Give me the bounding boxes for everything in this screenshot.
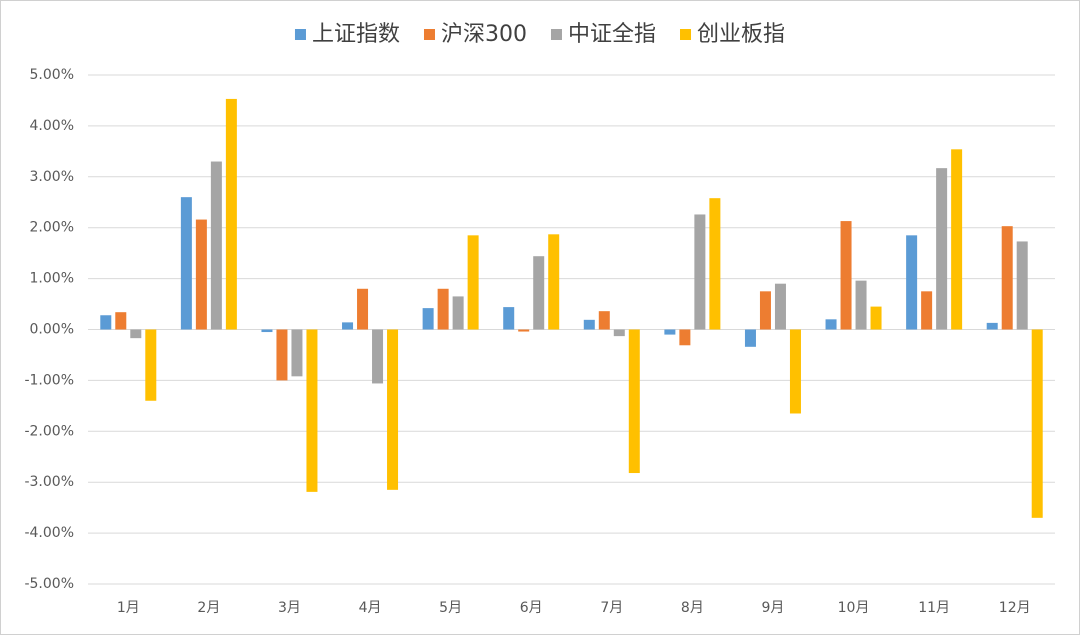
y-tick-label: 5.00% bbox=[30, 67, 74, 83]
x-tick-label: 12月 bbox=[999, 600, 1031, 616]
bar bbox=[100, 315, 112, 330]
legend-label: 创业板指 bbox=[697, 22, 785, 47]
x-tick-label: 1月 bbox=[117, 600, 140, 616]
bar bbox=[855, 280, 867, 330]
bar bbox=[115, 312, 127, 330]
bar bbox=[583, 319, 595, 330]
bar bbox=[210, 161, 222, 330]
y-tick-label: -1.00% bbox=[24, 372, 74, 388]
bar bbox=[694, 214, 706, 330]
bar bbox=[533, 256, 545, 330]
bar bbox=[921, 291, 933, 330]
x-tick-label: 5月 bbox=[439, 600, 462, 616]
bar bbox=[906, 235, 918, 330]
bar bbox=[709, 198, 721, 330]
y-tick-label: -2.00% bbox=[24, 423, 74, 439]
x-tick-label: 3月 bbox=[278, 600, 301, 616]
bar bbox=[195, 219, 207, 330]
bar bbox=[936, 168, 948, 330]
bar bbox=[951, 149, 963, 330]
legend-label: 沪深300 bbox=[441, 22, 527, 47]
bar bbox=[422, 308, 434, 330]
bar bbox=[437, 288, 449, 330]
legend-swatch bbox=[550, 29, 562, 40]
bar bbox=[225, 98, 237, 330]
bar bbox=[613, 329, 625, 337]
bar bbox=[1016, 241, 1028, 330]
y-tick-label: -3.00% bbox=[24, 474, 74, 490]
bar bbox=[180, 197, 192, 330]
bar bbox=[276, 329, 288, 381]
bar bbox=[1001, 226, 1013, 330]
bar bbox=[306, 329, 318, 492]
bar bbox=[518, 329, 530, 332]
y-tick-label: 4.00% bbox=[30, 118, 74, 134]
bar bbox=[744, 329, 756, 347]
bar bbox=[774, 283, 786, 330]
bar bbox=[372, 329, 384, 384]
y-tick-label: -5.00% bbox=[24, 576, 74, 592]
x-tick-label: 7月 bbox=[600, 600, 623, 616]
bar bbox=[1031, 329, 1043, 518]
bar bbox=[145, 329, 157, 401]
bar bbox=[548, 234, 560, 330]
bar bbox=[825, 319, 837, 330]
bar bbox=[130, 329, 142, 339]
bar bbox=[342, 322, 354, 330]
bar bbox=[679, 329, 691, 346]
legend-swatch bbox=[423, 29, 435, 40]
bar bbox=[261, 329, 273, 333]
x-tick-label: 8月 bbox=[681, 600, 704, 616]
bar bbox=[503, 307, 515, 330]
x-tick-label: 4月 bbox=[359, 600, 382, 616]
y-tick-label: 2.00% bbox=[30, 220, 74, 236]
x-tick-label: 6月 bbox=[520, 600, 543, 616]
bar bbox=[467, 235, 479, 330]
x-tick-label: 2月 bbox=[197, 600, 220, 616]
y-tick-label: 3.00% bbox=[30, 169, 74, 185]
bar bbox=[840, 221, 852, 330]
legend-swatch bbox=[294, 29, 306, 40]
y-tick-label: -4.00% bbox=[24, 525, 74, 541]
bar bbox=[452, 296, 464, 330]
legend-swatch bbox=[680, 29, 692, 40]
legend-label: 上证指数 bbox=[312, 22, 400, 47]
bar bbox=[664, 329, 676, 335]
bar bbox=[986, 322, 998, 330]
bar bbox=[628, 329, 640, 474]
x-tick-label: 11月 bbox=[918, 600, 950, 616]
bar bbox=[870, 306, 882, 330]
x-tick-label: 10月 bbox=[838, 600, 870, 616]
bar bbox=[357, 288, 369, 330]
bar bbox=[291, 329, 303, 377]
bar bbox=[387, 329, 399, 490]
bar bbox=[789, 329, 801, 414]
y-tick-label: 1.00% bbox=[30, 271, 74, 287]
bar bbox=[759, 291, 771, 330]
x-tick-label: 9月 bbox=[761, 600, 784, 616]
legend-label: 中证全指 bbox=[568, 22, 656, 47]
y-tick-label: 0.00% bbox=[30, 322, 74, 338]
bar bbox=[598, 311, 610, 330]
